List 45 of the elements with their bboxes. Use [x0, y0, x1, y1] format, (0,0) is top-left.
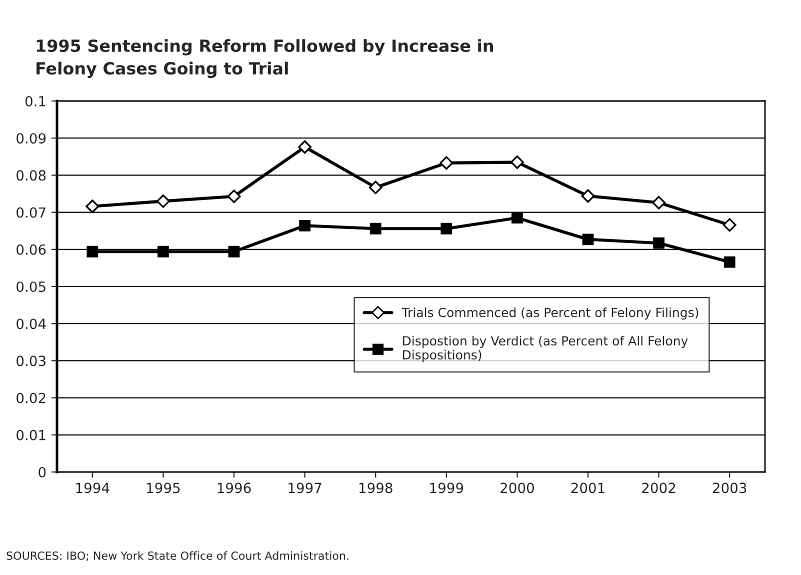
point	[440, 156, 454, 170]
point	[512, 212, 523, 224]
y-tick-label: 0.01	[16, 430, 46, 440]
legend-label: Dispostion by Verdict (as Percent of All Felony Dispositions)	[402, 336, 688, 362]
point	[86, 246, 98, 258]
x-tick-label: 1998	[359, 482, 392, 494]
point	[299, 220, 310, 232]
point	[724, 256, 736, 268]
x-tick-label: 1996	[218, 482, 251, 494]
point	[156, 194, 170, 208]
x-tick-label: 2003	[712, 482, 746, 494]
x-tick-label: 1995	[147, 482, 180, 494]
point	[722, 218, 736, 232]
point	[370, 222, 382, 234]
x-tick-label: 2000	[500, 482, 534, 494]
point	[652, 196, 666, 210]
point	[581, 189, 595, 203]
y-tick-label: 0.05	[16, 281, 46, 292]
point	[158, 246, 169, 258]
point	[86, 200, 100, 214]
x-tick-label: 1999	[430, 482, 464, 494]
point	[510, 155, 524, 169]
chart-title: 1995 Sentencing Reform Followed by Increase in Felony Cases Going to Trial	[36, 39, 494, 78]
x-tick-label: 1997	[288, 482, 322, 494]
x-tick-label: 2002	[642, 482, 676, 494]
x-tick-label: 2001	[571, 482, 604, 494]
y-tick-label: 0.09	[16, 133, 46, 144]
y-tick-label: 0.02	[16, 392, 46, 404]
y-tick-label: 0.03	[16, 356, 46, 366]
point	[582, 234, 594, 246]
point	[228, 246, 240, 258]
point	[653, 237, 664, 249]
source-note: SOURCES: IBO; New York State Office of Court Administration.	[6, 551, 348, 561]
legend-label: Trials Commenced (as Percent of Felony Filings)	[402, 308, 698, 320]
point	[368, 180, 382, 194]
point	[227, 190, 241, 204]
y-tick-label: 0	[38, 466, 46, 478]
y-tick-label: 0.07	[16, 207, 46, 218]
point	[298, 140, 312, 154]
y-tick-label: 0.06	[16, 244, 46, 255]
point	[440, 222, 452, 234]
y-tick-label: 0.04	[16, 318, 46, 330]
x-tick-label: 1994	[76, 482, 110, 494]
y-tick-label: 0.08	[16, 170, 46, 181]
y-tick-label: 0.1	[25, 96, 46, 106]
